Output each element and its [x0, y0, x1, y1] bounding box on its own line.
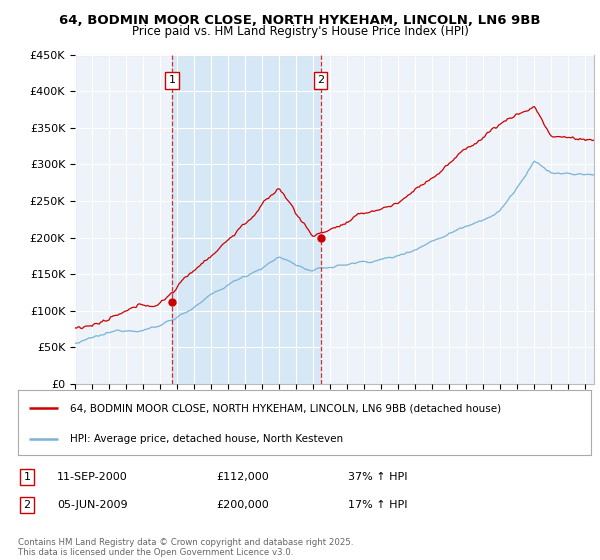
Text: HPI: Average price, detached house, North Kesteven: HPI: Average price, detached house, Nort…: [70, 433, 343, 444]
Text: £112,000: £112,000: [216, 472, 269, 482]
Text: 17% ↑ HPI: 17% ↑ HPI: [348, 500, 407, 510]
Text: 1: 1: [23, 472, 31, 482]
Text: 1: 1: [169, 76, 175, 86]
Text: 2: 2: [23, 500, 31, 510]
Text: 37% ↑ HPI: 37% ↑ HPI: [348, 472, 407, 482]
Text: £200,000: £200,000: [216, 500, 269, 510]
Text: Contains HM Land Registry data © Crown copyright and database right 2025.
This d: Contains HM Land Registry data © Crown c…: [18, 538, 353, 557]
Text: 11-SEP-2000: 11-SEP-2000: [57, 472, 128, 482]
Text: Price paid vs. HM Land Registry's House Price Index (HPI): Price paid vs. HM Land Registry's House …: [131, 25, 469, 38]
Text: 64, BODMIN MOOR CLOSE, NORTH HYKEHAM, LINCOLN, LN6 9BB: 64, BODMIN MOOR CLOSE, NORTH HYKEHAM, LI…: [59, 14, 541, 27]
Text: 05-JUN-2009: 05-JUN-2009: [57, 500, 128, 510]
Text: 64, BODMIN MOOR CLOSE, NORTH HYKEHAM, LINCOLN, LN6 9BB (detached house): 64, BODMIN MOOR CLOSE, NORTH HYKEHAM, LI…: [70, 403, 500, 413]
Bar: [172, 55, 320, 384]
Text: 2: 2: [317, 76, 324, 86]
